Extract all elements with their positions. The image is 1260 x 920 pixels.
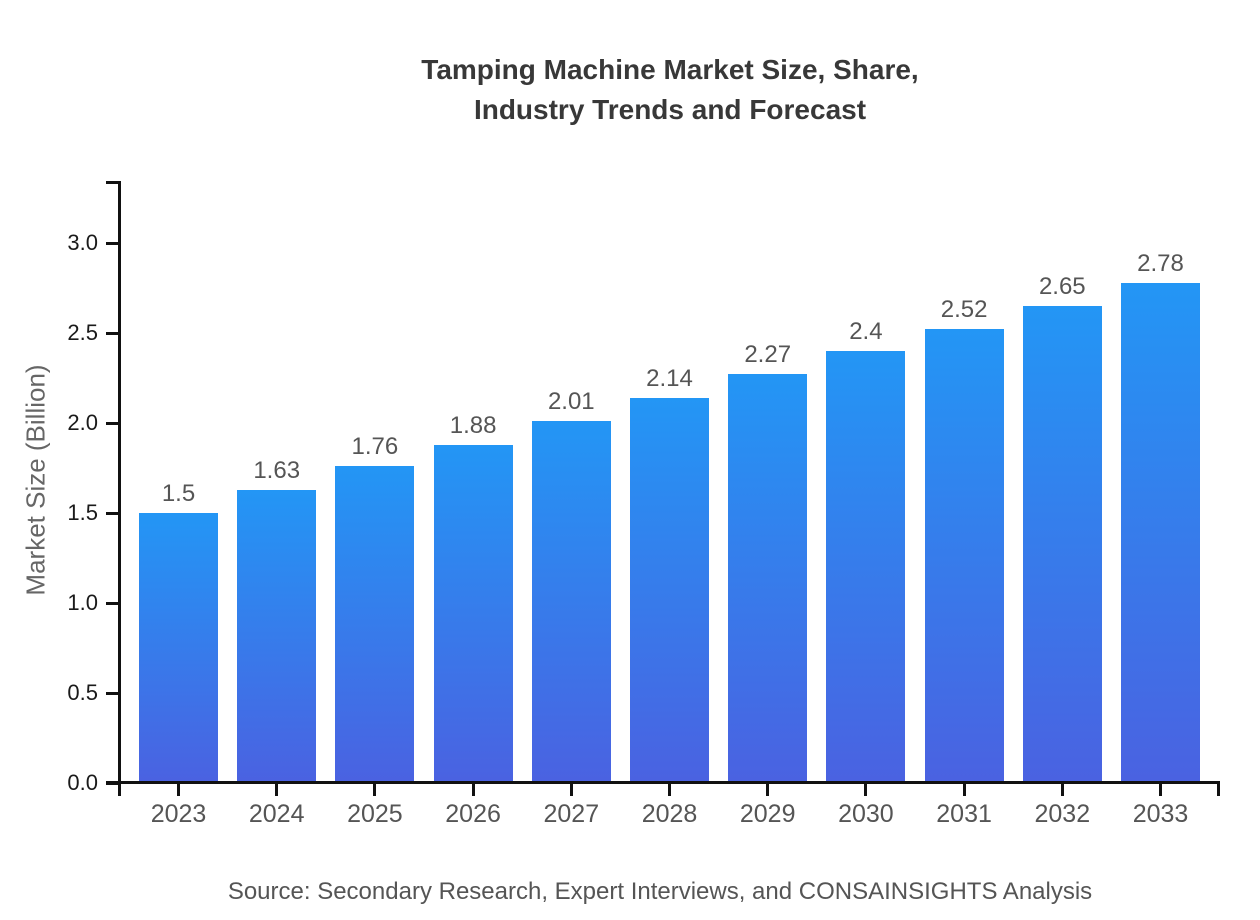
x-tick-label: 2029 (739, 800, 796, 828)
y-tick-label: 1.5 (67, 500, 98, 525)
y-tick-mark (106, 242, 120, 245)
bar-value-label: 1.63 (253, 456, 301, 484)
y-tick-label: 2.0 (67, 410, 98, 435)
bar-value-label: 2.4 (849, 318, 883, 345)
x-axis-line (106, 781, 1220, 784)
bar-value-label: 2.27 (744, 341, 792, 369)
source-caption: Source: Secondary Research, Expert Inter… (227, 878, 1093, 905)
bar-value-label: 2.52 (940, 296, 988, 324)
bar-2032 (1022, 306, 1102, 781)
x-tick-mark (373, 783, 377, 796)
x-tick-label: 2024 (248, 800, 305, 828)
bar-2023 (139, 513, 218, 781)
bar-2029 (728, 374, 808, 781)
y-tick-label: 1.0 (67, 590, 98, 615)
bar-value-label: 1.76 (351, 433, 399, 461)
x-tick-label: 2025 (347, 800, 403, 828)
x-tick-label: 2026 (445, 800, 501, 828)
x-tick-mark (569, 783, 573, 796)
y-tick-mark (106, 602, 120, 605)
y-tick-mark (106, 332, 120, 335)
bar-value-label: 1.88 (449, 411, 497, 439)
x-tick-mark (177, 783, 180, 796)
y-tick-label: 0.5 (67, 680, 98, 705)
x-tick-mark (864, 783, 868, 796)
x-tick-mark (962, 783, 966, 796)
x-tick-label: 2030 (838, 800, 894, 828)
x-axis-end-cap (1217, 781, 1220, 796)
x-tick-mark (1159, 783, 1162, 796)
y-axis-end-cap (106, 181, 120, 184)
bar-2025 (335, 466, 415, 781)
bar-2024 (237, 489, 317, 781)
chart-title-line-1: Tamping Machine Market Size, Share, (421, 54, 919, 85)
chart-title-line-2: Industry Trends and Forecast (473, 94, 867, 125)
x-tick-label: 2028 (641, 800, 698, 828)
y-tick-mark (106, 512, 120, 515)
x-tick-label: 2032 (1034, 800, 1091, 828)
y-axis-title: Market Size (Billion) (20, 364, 51, 596)
x-tick-mark (275, 783, 279, 796)
bar-2031 (924, 329, 1004, 781)
y-tick-mark (106, 782, 120, 785)
bar-2026 (433, 444, 513, 781)
bar-value-label: 2.78 (1137, 249, 1184, 277)
y-tick-label: 0.0 (67, 770, 98, 795)
bar-2030 (826, 351, 906, 781)
bar-value-label: 2.01 (547, 388, 595, 416)
x-tick-label: 2031 (936, 800, 992, 828)
x-tick-mark (766, 783, 770, 796)
chart-title: Tamping Machine Market Size, Share, Indu… (421, 50, 918, 130)
bar-value-label: 2.65 (1038, 273, 1086, 300)
y-tick-label: 3.0 (67, 230, 98, 255)
x-tick-label: 2033 (1132, 800, 1189, 828)
x-tick-mark (471, 783, 475, 796)
x-tick-label: 2027 (543, 800, 600, 828)
x-tick-mark (1060, 783, 1064, 796)
y-tick-label: 2.5 (67, 320, 98, 345)
x-tick-label: 2023 (150, 800, 207, 828)
bar-2028 (630, 397, 709, 781)
bar-value-label: 1.5 (161, 480, 196, 507)
x-tick-mark (668, 783, 671, 796)
y-tick-mark (106, 692, 120, 695)
y-tick-mark (106, 422, 120, 425)
bar-2033 (1121, 282, 1200, 781)
bar-2027 (531, 421, 611, 781)
bar-value-label: 2.14 (646, 364, 693, 392)
y-axis-line (118, 181, 121, 796)
